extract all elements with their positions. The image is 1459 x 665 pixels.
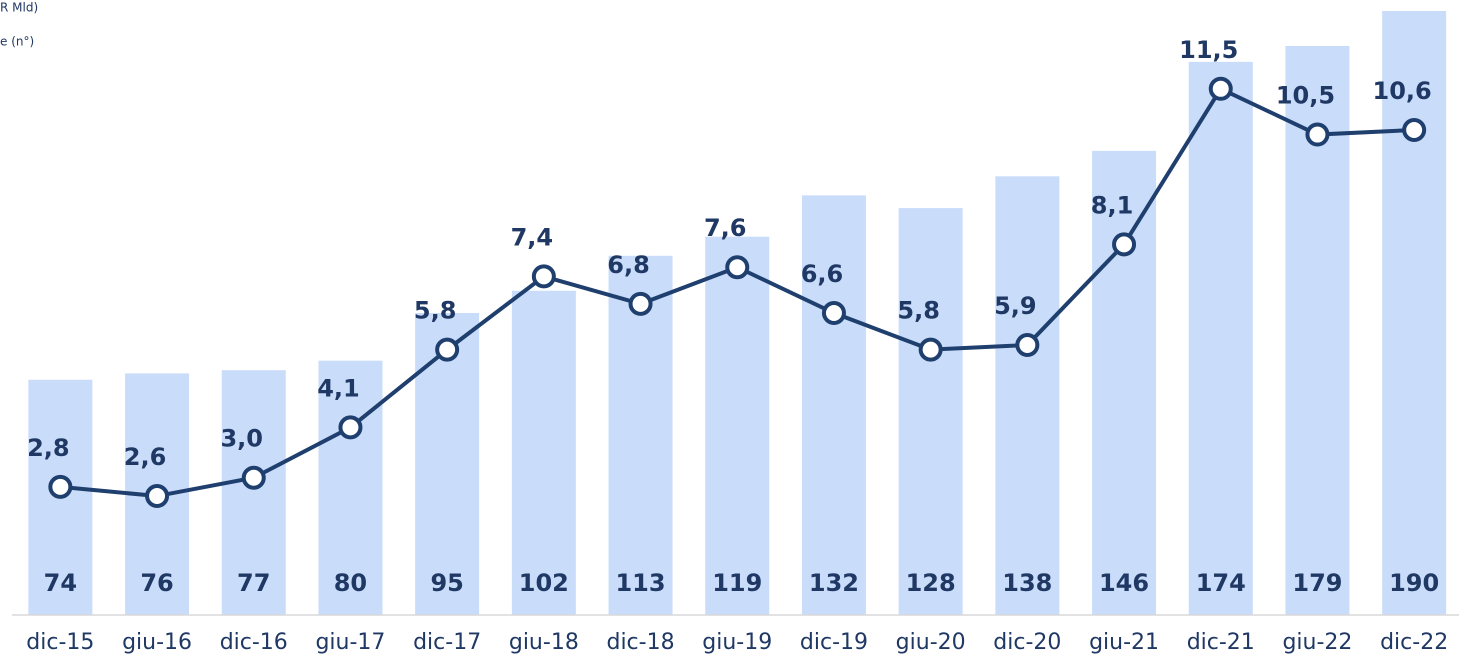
line-point — [1402, 117, 1427, 142]
bar-value-label: 174 — [1196, 569, 1246, 597]
line-point — [1015, 333, 1040, 358]
bar-value-label: 179 — [1292, 569, 1342, 597]
line-point — [1112, 232, 1137, 257]
line-value-label: 2,6 — [124, 443, 167, 471]
line-value-label: 5,8 — [414, 297, 457, 325]
bar-value-label: 132 — [809, 569, 859, 597]
bar-value-label: 95 — [430, 569, 463, 597]
line-value-label: 8,1 — [1091, 191, 1134, 219]
bar-value-label: 77 — [237, 569, 270, 597]
bar-value-label: 128 — [906, 569, 956, 597]
line-value-label: 10,6 — [1373, 77, 1432, 105]
line-point — [1305, 122, 1330, 147]
bar — [995, 176, 1060, 615]
bar-value-label: 138 — [1002, 569, 1052, 597]
x-tick-label: dic-17 — [413, 630, 481, 655]
x-tick-label: giu-19 — [702, 630, 772, 655]
line-value-label: 7,4 — [511, 223, 554, 251]
bar — [1092, 150, 1157, 615]
line-value-label: 7,6 — [704, 214, 747, 242]
bar-value-label: 76 — [140, 569, 173, 597]
legend-label: R Mld) — [0, 1, 38, 15]
line-point — [145, 484, 170, 509]
line-value-label: 5,9 — [994, 292, 1037, 320]
bar — [221, 370, 286, 615]
x-tick-label: dic-21 — [1187, 630, 1255, 655]
bar-value-label: 146 — [1099, 569, 1149, 597]
bar — [511, 290, 576, 615]
line-point — [338, 415, 363, 440]
line-point — [531, 264, 556, 289]
bar — [898, 208, 963, 616]
bar — [1382, 11, 1447, 615]
bar-value-label: 113 — [615, 569, 665, 597]
x-tick-label: dic-20 — [993, 630, 1061, 655]
line-value-label: 6,8 — [607, 251, 650, 279]
bar — [705, 236, 770, 615]
x-tick-label: giu-16 — [122, 630, 192, 655]
x-tick-label: dic-15 — [26, 630, 94, 655]
bar — [415, 313, 480, 615]
line-value-label: 10,5 — [1276, 82, 1335, 110]
line-point — [435, 337, 460, 362]
line-value-label: 11,5 — [1179, 36, 1238, 64]
line-value-label: 6,6 — [801, 260, 844, 288]
bar — [801, 195, 866, 615]
x-tick-label: giu-22 — [1282, 630, 1352, 655]
x-tick-label: dic-22 — [1380, 630, 1448, 655]
line-point — [1208, 76, 1233, 101]
line-point — [725, 255, 750, 280]
line-point — [241, 465, 266, 490]
bar-value-label: 119 — [712, 569, 762, 597]
line-value-label: 2,8 — [27, 434, 70, 462]
line-value-label: 5,8 — [897, 297, 940, 325]
x-tick-label: dic-16 — [220, 630, 288, 655]
x-tick-label: giu-17 — [315, 630, 385, 655]
line-point — [628, 291, 653, 316]
x-tick-label: giu-18 — [509, 630, 579, 655]
x-tick-label: dic-19 — [800, 630, 868, 655]
bar — [318, 360, 383, 615]
bar-value-label: 74 — [44, 569, 77, 597]
bar-value-label: 80 — [334, 569, 367, 597]
line-point — [821, 301, 846, 325]
line-point — [918, 337, 943, 362]
bar-value-label: 102 — [519, 569, 569, 597]
legend-label: e (n°) — [0, 35, 34, 49]
line-value-label: 3,0 — [220, 425, 263, 453]
line-point — [48, 474, 73, 499]
x-tick-label: giu-21 — [1089, 630, 1159, 655]
x-tick-label: dic-18 — [606, 630, 674, 655]
x-tick-label: giu-20 — [896, 630, 966, 655]
bar — [1188, 61, 1253, 615]
line-value-label: 4,1 — [317, 374, 360, 402]
bar-value-label: 190 — [1389, 569, 1439, 597]
